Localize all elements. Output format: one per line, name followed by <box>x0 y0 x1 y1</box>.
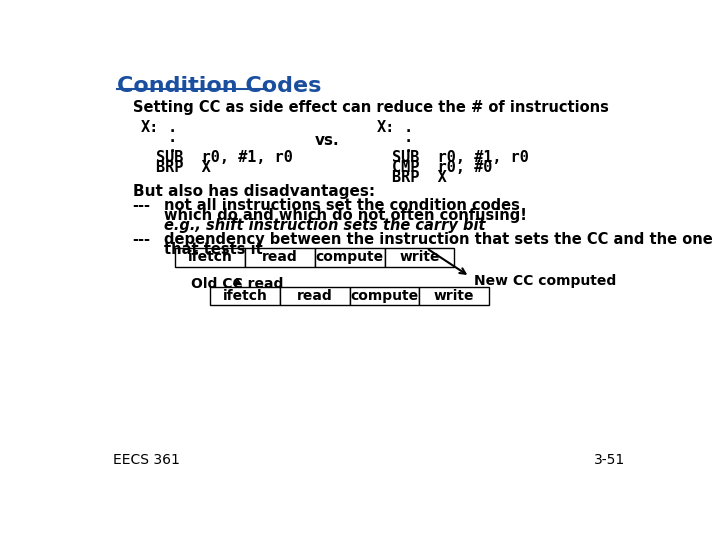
Text: .: . <box>404 140 413 156</box>
Text: not all instructions set the condition codes: not all instructions set the condition c… <box>163 198 520 213</box>
Text: .: . <box>168 140 176 156</box>
Bar <box>419 287 489 305</box>
Text: ---: --- <box>132 198 150 213</box>
Bar <box>315 248 384 267</box>
Text: which do and which do not often confusing!: which do and which do not often confusin… <box>163 208 526 223</box>
Text: BRP  X: BRP X <box>392 170 447 185</box>
Bar <box>245 248 315 267</box>
Text: that tests it: that tests it <box>163 242 262 257</box>
Text: 3-51: 3-51 <box>593 453 625 467</box>
Text: vs.: vs. <box>315 132 339 147</box>
Text: write: write <box>434 289 474 303</box>
Text: compute: compute <box>315 251 384 264</box>
Text: SUB  r0, #1, r0: SUB r0, #1, r0 <box>392 150 529 165</box>
Bar <box>175 248 245 267</box>
Text: Condition Codes: Condition Codes <box>117 76 322 96</box>
Text: write: write <box>399 251 440 264</box>
Text: .: . <box>168 130 176 145</box>
Text: .: . <box>404 120 413 135</box>
Text: ifetch: ifetch <box>222 289 267 303</box>
Text: X:: X: <box>377 120 395 135</box>
Text: Setting CC as side effect can reduce the # of instructions: Setting CC as side effect can reduce the… <box>132 100 608 115</box>
Text: EECS 361: EECS 361 <box>113 453 180 467</box>
Text: e.g., shift instruction sets the carry bit: e.g., shift instruction sets the carry b… <box>163 218 485 233</box>
Text: X:: X: <box>140 120 158 135</box>
Bar <box>280 287 350 305</box>
Text: BRP  X: BRP X <box>156 160 211 176</box>
Bar <box>384 248 454 267</box>
Bar <box>350 287 419 305</box>
Text: But also has disadvantages:: But also has disadvantages: <box>132 184 374 199</box>
Text: .: . <box>168 120 176 135</box>
Text: ---: --- <box>132 232 150 247</box>
Text: SUB  r0, #1, r0: SUB r0, #1, r0 <box>156 150 293 165</box>
Text: dependency between the instruction that sets the CC and the one: dependency between the instruction that … <box>163 232 712 247</box>
Text: ifetch: ifetch <box>188 251 233 264</box>
Text: compute: compute <box>351 289 418 303</box>
Text: read: read <box>297 289 333 303</box>
Text: .: . <box>404 130 413 145</box>
Bar <box>210 287 280 305</box>
Text: Old CC read: Old CC read <box>191 278 283 291</box>
Text: CMP  r0, #0: CMP r0, #0 <box>392 160 492 176</box>
Text: New CC computed: New CC computed <box>474 274 616 288</box>
Text: read: read <box>262 251 298 264</box>
